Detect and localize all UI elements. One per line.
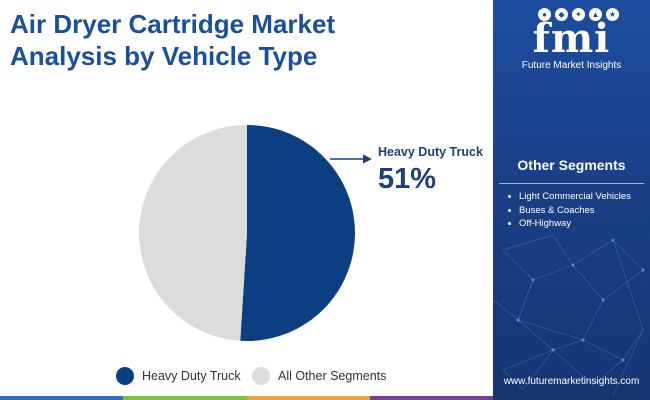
brand-name: Future Market Insights bbox=[521, 60, 622, 71]
logo-icons: ● ◆ ✦ ▲ ★ bbox=[538, 8, 619, 21]
legend-label: All Other Segments bbox=[278, 369, 387, 383]
color-bar-segment bbox=[0, 396, 124, 400]
color-bar-segment bbox=[123, 396, 247, 400]
network-decoration bbox=[493, 234, 645, 396]
list-item: Light Commercial Vehicles bbox=[507, 190, 631, 203]
legend-swatch bbox=[252, 367, 270, 385]
color-bar-segment bbox=[246, 396, 370, 400]
pie-slices bbox=[139, 125, 356, 342]
divider bbox=[499, 183, 644, 184]
sidebar: ● ◆ ✦ ▲ ★ fmi Future Market Insights Oth… bbox=[493, 0, 650, 400]
pie-chart bbox=[139, 125, 372, 342]
fmi-logo: ● ◆ ✦ ▲ ★ fmi Future Market Insights bbox=[493, 6, 650, 76]
website-link[interactable]: www.futuremarketinsights.com bbox=[503, 376, 640, 387]
logo-wordmark: fmi bbox=[532, 15, 611, 62]
pie-slice-all-other-segments bbox=[139, 125, 247, 341]
title-line-1: Air Dryer Cartridge Market bbox=[10, 9, 336, 39]
logo-leaf-icon: ◆ bbox=[555, 8, 568, 21]
logo-person-icon: ▲ bbox=[589, 8, 602, 21]
bottom-color-bar bbox=[0, 396, 493, 400]
logo-dot-icon: ● bbox=[538, 8, 551, 21]
callout-value: 51% bbox=[378, 163, 437, 195]
legend-item-heavy-duty-truck: Heavy Duty Truck bbox=[116, 367, 241, 385]
logo-gear-icon: ✦ bbox=[572, 8, 585, 21]
list-item: Off-Highway bbox=[507, 217, 631, 230]
legend-label: Heavy Duty Truck bbox=[142, 369, 241, 383]
color-bar-segment bbox=[369, 396, 493, 400]
title-line-2: Analysis by Vehicle Type bbox=[10, 41, 318, 71]
other-segments-title: Other Segments bbox=[517, 157, 626, 173]
legend-item-all-other-segments: All Other Segments bbox=[252, 367, 386, 385]
pie-slice-heavy-duty-truck bbox=[240, 125, 356, 342]
logo-star-icon: ★ bbox=[606, 8, 619, 21]
list-item: Buses & Coaches bbox=[507, 204, 631, 217]
callout-arrow bbox=[330, 154, 372, 164]
page-title: Air Dryer Cartridge Market Analysis by V… bbox=[10, 8, 470, 72]
legend-swatch bbox=[116, 367, 134, 385]
callout-label: Heavy Duty Truck bbox=[378, 145, 483, 159]
other-segments-list: Light Commercial Vehicles Buses & Coache… bbox=[507, 190, 631, 231]
chart-legend: Heavy Duty Truck All Other Segments bbox=[0, 367, 493, 387]
